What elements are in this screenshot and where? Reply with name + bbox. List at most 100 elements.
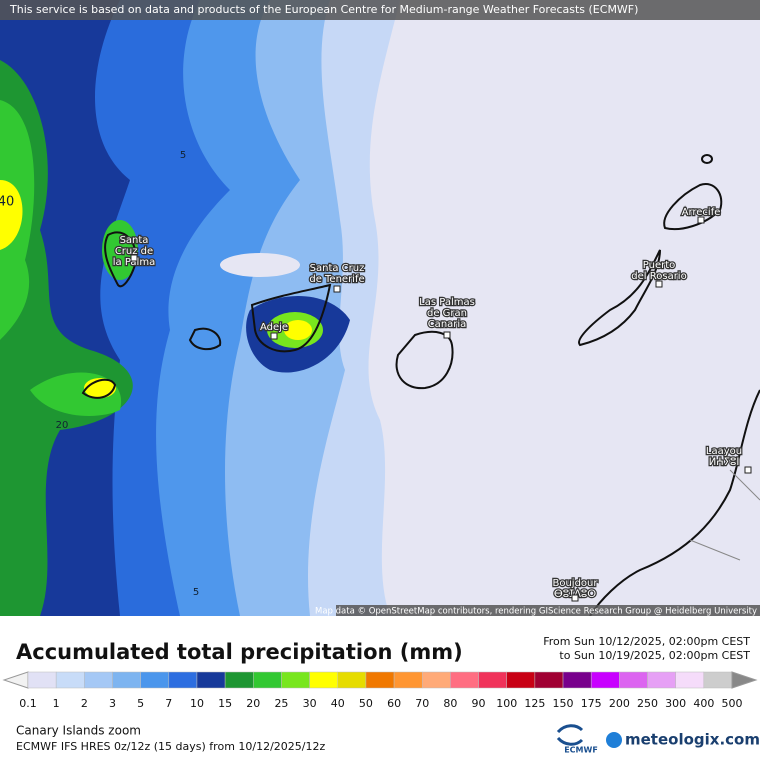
- city-label: Las Palmas: [419, 297, 475, 308]
- colorbar-label: 125: [524, 697, 545, 710]
- period-to: to Sun 10/19/2025, 02:00pm CEST: [559, 649, 750, 662]
- colorbar-label: 100: [496, 697, 517, 710]
- attribution: Map data © OpenStreetMap contributors, r…: [315, 607, 757, 617]
- island-outline: [701, 154, 713, 164]
- colorbar-label: 175: [581, 697, 602, 710]
- colorbar-segment: [140, 671, 170, 689]
- colorbar-segment: [196, 671, 226, 689]
- island-outline: [81, 378, 117, 399]
- colorbar-label: 5: [137, 697, 144, 710]
- colorbar-label: 250: [637, 697, 658, 710]
- header-bar: [0, 0, 760, 20]
- road: [689, 469, 760, 561]
- colorbar-label: 3: [109, 697, 116, 710]
- period-from: From Sun 10/12/2025, 02:00pm CEST: [543, 635, 750, 648]
- colorbar-label: 0.1: [19, 697, 37, 710]
- island-outline: [578, 249, 661, 347]
- colorbar-label: 40: [331, 697, 345, 710]
- colorbar-segment: [478, 671, 507, 689]
- island-outline: [188, 327, 222, 351]
- city-marker: [130, 254, 138, 262]
- colorbar-segment: [55, 671, 85, 689]
- city-marker: [333, 285, 341, 293]
- colorbar-label: 400: [693, 697, 714, 710]
- colorbar-label: 25: [274, 697, 288, 710]
- city-label: Adeje: [260, 322, 288, 333]
- model-info: ECMWF IFS HRES 0z/12z (15 days) from 10/…: [16, 740, 326, 753]
- city-label: Canaria: [428, 319, 467, 330]
- precip-area: [284, 320, 312, 340]
- colorbar-segment: [590, 671, 620, 689]
- colorbar-segment: [112, 671, 141, 689]
- city-label: la Palma: [113, 257, 155, 268]
- city-marker: [744, 466, 752, 474]
- ecmwf-logo: [556, 724, 584, 746]
- colorbar-label: 30: [303, 697, 317, 710]
- contour-label: 5: [180, 150, 186, 161]
- precip-area: [102, 220, 138, 280]
- colorbar-segment: [619, 671, 648, 689]
- ecmwf-label: ECMWF: [564, 746, 598, 755]
- colorbar-segment: [675, 671, 705, 689]
- colorbar-label: 80: [443, 697, 457, 710]
- colorbar-segment: [84, 671, 113, 689]
- colorbar-label: 150: [553, 697, 574, 710]
- colorbar-label: 10: [190, 697, 204, 710]
- contour-label: 40: [0, 195, 14, 210]
- city-marker: [443, 331, 451, 339]
- city-label: Arrecife: [682, 207, 721, 218]
- colorbar-label: 50: [359, 697, 373, 710]
- colorbar-label: 60: [387, 697, 401, 710]
- colorbar-label: 7: [165, 697, 172, 710]
- colorbar-label: 90: [472, 697, 486, 710]
- contour-label: 20: [56, 420, 69, 431]
- island-outline: [104, 231, 137, 288]
- colorbar-segment: [168, 671, 198, 689]
- colorbar-segment: [421, 671, 451, 689]
- colorbar-segment: [562, 671, 592, 689]
- city-label: Santa: [120, 235, 149, 246]
- brand: meteologix.com: [625, 731, 760, 749]
- island-outline: [395, 330, 454, 390]
- city-marker: [270, 332, 278, 340]
- brand-logo: [606, 732, 622, 748]
- header-notice: This service is based on data and produc…: [9, 3, 638, 16]
- island-outline: [250, 283, 332, 353]
- island-outline: [663, 183, 723, 230]
- city-label: ⵍⵄⵢⵓⵏ: [709, 457, 740, 468]
- colorbar-segment: [703, 671, 733, 689]
- colorbar-label: 15: [218, 697, 232, 710]
- colorbar-arrow-right: [731, 671, 758, 689]
- colorbar-segment: [337, 671, 367, 689]
- city-label: del Rosario: [631, 271, 686, 282]
- colorbar-segment: [647, 671, 676, 689]
- coastline: [589, 389, 760, 617]
- colorbar-segment: [450, 671, 479, 689]
- colorbar-label: 500: [722, 697, 743, 710]
- contour-label: 5: [193, 587, 199, 598]
- colorbar-label: 20: [246, 697, 260, 710]
- city-label: de Gran: [427, 308, 467, 319]
- city-label: Cruz de: [115, 246, 153, 257]
- colorbar-label: 2: [81, 697, 88, 710]
- colorbar-label: 1: [53, 697, 60, 710]
- city-label: Boujdour: [552, 578, 598, 589]
- city-marker: [655, 280, 663, 288]
- city-label: Santa Cruz: [310, 263, 365, 274]
- colorbar-segment: [224, 671, 254, 689]
- city-marker: [697, 216, 705, 224]
- colorbar-label: 70: [415, 697, 429, 710]
- colorbar-segment: [393, 671, 423, 689]
- city-label: Puerto: [643, 260, 676, 271]
- precip-area: [220, 253, 300, 277]
- legend-title: Accumulated total precipitation (mm): [16, 640, 463, 664]
- colorbar-segment: [27, 671, 57, 689]
- region: Canary Islands zoom: [16, 724, 141, 738]
- colorbar-segment: [506, 671, 536, 689]
- precip-area: [0, 180, 23, 250]
- colorbar-segment: [534, 671, 564, 689]
- colorbar-segment: [309, 671, 339, 689]
- attribution-bar: [336, 605, 760, 616]
